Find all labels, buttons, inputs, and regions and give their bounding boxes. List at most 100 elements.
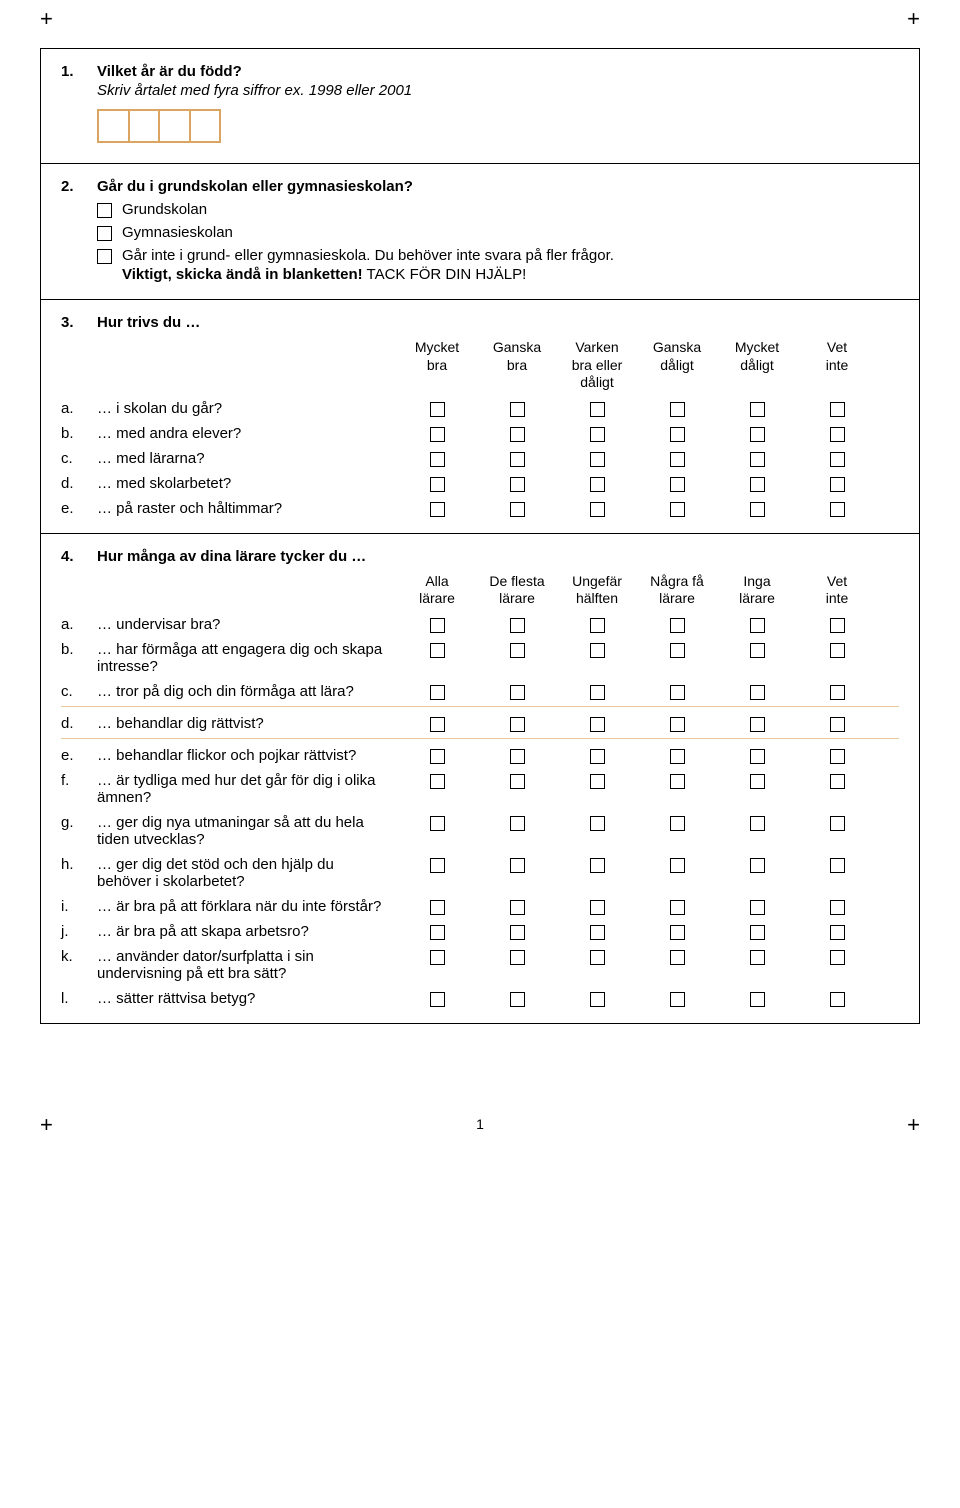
checkbox[interactable] — [430, 452, 445, 467]
checkbox[interactable] — [590, 402, 605, 417]
checkbox[interactable] — [670, 502, 685, 517]
checkbox[interactable] — [750, 749, 765, 764]
checkbox[interactable] — [97, 249, 112, 264]
checkbox[interactable] — [430, 925, 445, 940]
checkbox[interactable] — [510, 992, 525, 1007]
checkbox[interactable] — [750, 427, 765, 442]
checkbox[interactable] — [430, 858, 445, 873]
checkbox[interactable] — [750, 452, 765, 467]
checkbox[interactable] — [670, 477, 685, 492]
checkbox[interactable] — [670, 992, 685, 1007]
checkbox[interactable] — [830, 402, 845, 417]
checkbox[interactable] — [750, 685, 765, 700]
checkbox[interactable] — [97, 226, 112, 241]
checkbox[interactable] — [590, 685, 605, 700]
year-digit-1[interactable] — [99, 111, 130, 141]
checkbox[interactable] — [430, 477, 445, 492]
checkbox[interactable] — [430, 643, 445, 658]
checkbox[interactable] — [590, 900, 605, 915]
checkbox[interactable] — [430, 992, 445, 1007]
checkbox[interactable] — [510, 717, 525, 732]
checkbox[interactable] — [510, 749, 525, 764]
checkbox[interactable] — [830, 477, 845, 492]
checkbox[interactable] — [430, 749, 445, 764]
checkbox[interactable] — [510, 900, 525, 915]
checkbox[interactable] — [750, 858, 765, 873]
checkbox[interactable] — [830, 685, 845, 700]
checkbox[interactable] — [670, 774, 685, 789]
checkbox[interactable] — [590, 427, 605, 442]
checkbox[interactable] — [830, 816, 845, 831]
year-digit-3[interactable] — [160, 111, 191, 141]
checkbox[interactable] — [510, 643, 525, 658]
checkbox[interactable] — [590, 858, 605, 873]
checkbox[interactable] — [430, 618, 445, 633]
checkbox[interactable] — [670, 402, 685, 417]
checkbox[interactable] — [590, 774, 605, 789]
checkbox[interactable] — [670, 925, 685, 940]
checkbox[interactable] — [510, 925, 525, 940]
checkbox[interactable] — [830, 950, 845, 965]
checkbox[interactable] — [750, 402, 765, 417]
year-digit-4[interactable] — [191, 111, 220, 141]
checkbox[interactable] — [830, 717, 845, 732]
checkbox[interactable] — [670, 816, 685, 831]
checkbox[interactable] — [750, 643, 765, 658]
checkbox[interactable] — [510, 477, 525, 492]
checkbox[interactable] — [590, 992, 605, 1007]
checkbox[interactable] — [510, 774, 525, 789]
checkbox[interactable] — [670, 643, 685, 658]
checkbox[interactable] — [750, 774, 765, 789]
checkbox[interactable] — [830, 643, 845, 658]
checkbox[interactable] — [590, 452, 605, 467]
checkbox[interactable] — [670, 950, 685, 965]
checkbox[interactable] — [670, 618, 685, 633]
year-input[interactable] — [97, 109, 221, 143]
checkbox[interactable] — [430, 950, 445, 965]
checkbox[interactable] — [830, 452, 845, 467]
checkbox[interactable] — [510, 816, 525, 831]
checkbox[interactable] — [830, 749, 845, 764]
checkbox[interactable] — [510, 502, 525, 517]
checkbox[interactable] — [670, 858, 685, 873]
checkbox[interactable] — [510, 452, 525, 467]
checkbox[interactable] — [670, 452, 685, 467]
checkbox[interactable] — [590, 950, 605, 965]
checkbox[interactable] — [510, 950, 525, 965]
year-digit-2[interactable] — [130, 111, 161, 141]
checkbox[interactable] — [670, 717, 685, 732]
checkbox[interactable] — [430, 402, 445, 417]
checkbox[interactable] — [750, 502, 765, 517]
checkbox[interactable] — [830, 858, 845, 873]
checkbox[interactable] — [590, 749, 605, 764]
checkbox[interactable] — [430, 774, 445, 789]
checkbox[interactable] — [830, 900, 845, 915]
checkbox[interactable] — [670, 685, 685, 700]
checkbox[interactable] — [750, 477, 765, 492]
checkbox[interactable] — [510, 618, 525, 633]
checkbox[interactable] — [510, 402, 525, 417]
checkbox[interactable] — [830, 992, 845, 1007]
checkbox[interactable] — [750, 992, 765, 1007]
checkbox[interactable] — [750, 950, 765, 965]
checkbox[interactable] — [830, 618, 845, 633]
checkbox[interactable] — [430, 502, 445, 517]
checkbox[interactable] — [590, 477, 605, 492]
checkbox[interactable] — [670, 900, 685, 915]
checkbox[interactable] — [590, 643, 605, 658]
checkbox[interactable] — [830, 427, 845, 442]
checkbox[interactable] — [430, 717, 445, 732]
checkbox[interactable] — [430, 816, 445, 831]
checkbox[interactable] — [590, 618, 605, 633]
checkbox[interactable] — [750, 618, 765, 633]
checkbox[interactable] — [750, 900, 765, 915]
checkbox[interactable] — [590, 717, 605, 732]
checkbox[interactable] — [590, 502, 605, 517]
checkbox[interactable] — [830, 925, 845, 940]
checkbox[interactable] — [750, 816, 765, 831]
checkbox[interactable] — [750, 717, 765, 732]
checkbox[interactable] — [97, 203, 112, 218]
checkbox[interactable] — [510, 858, 525, 873]
checkbox[interactable] — [510, 427, 525, 442]
checkbox[interactable] — [430, 427, 445, 442]
